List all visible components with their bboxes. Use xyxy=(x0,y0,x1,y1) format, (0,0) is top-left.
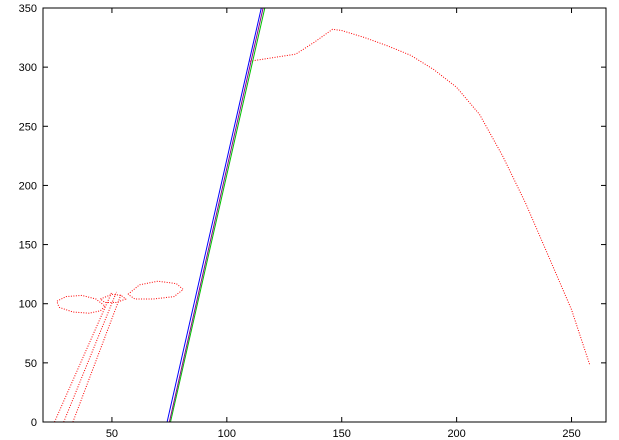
plot-frame xyxy=(42,7,607,423)
x-tick-label-200: 200 xyxy=(447,428,465,440)
y-tick-label-100: 100 xyxy=(19,299,37,311)
x-tick-label-150: 150 xyxy=(333,428,351,440)
y-tick-label-150: 150 xyxy=(19,240,37,252)
y-tick-label-50: 50 xyxy=(25,358,37,370)
series-0-segment-1 xyxy=(63,291,117,422)
series-0-segment-5 xyxy=(127,280,184,300)
series-0-segment-6 xyxy=(249,28,591,366)
series-1-segment-0 xyxy=(166,8,262,422)
y-tick-label-350: 350 xyxy=(19,3,37,15)
series-2-segment-0 xyxy=(170,8,266,422)
series-0-segment-3 xyxy=(56,294,106,314)
series-0-segment-0 xyxy=(54,291,113,422)
series-3-segment-0 xyxy=(168,8,264,422)
x-tick-label-50: 50 xyxy=(106,428,118,440)
x-tick-label-250: 250 xyxy=(562,428,580,440)
chart-marks xyxy=(54,8,591,422)
series-0-segment-4 xyxy=(100,293,127,303)
y-tick-label-200: 200 xyxy=(19,180,37,192)
series-0-segment-2 xyxy=(72,294,122,422)
y-tick-label-0: 0 xyxy=(31,417,37,429)
x-tick-label-100: 100 xyxy=(218,428,236,440)
y-tick-label-300: 300 xyxy=(19,62,37,74)
y-tick-label-250: 250 xyxy=(19,121,37,133)
chart-axes: 50 100 150 200 250 0 50 100 150 200 250 300 350 xyxy=(19,3,607,440)
